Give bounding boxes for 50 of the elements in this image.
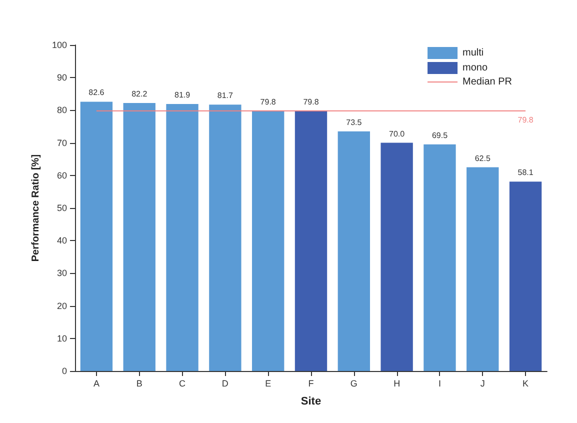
data-label: 82.6 [88, 88, 105, 98]
bar [123, 103, 156, 371]
data-label: 81.9 [174, 90, 191, 100]
x-tick-label: B [136, 378, 142, 388]
y-tick-label: 90 [56, 72, 67, 83]
data-label: 70.0 [389, 129, 406, 138]
data-label: 79.8 [260, 97, 276, 106]
y-tick-label: 60 [56, 170, 67, 180]
y-tick-label: 20 [56, 300, 67, 311]
data-label: 58.1 [518, 168, 534, 178]
y-tick-label: 0 [62, 366, 67, 376]
legend-label: Median PR [462, 76, 512, 88]
x-tick-label: E [265, 378, 272, 388]
bar [424, 144, 456, 371]
data-label: 62.5 [474, 154, 491, 163]
bar [294, 110, 328, 371]
bar [380, 142, 413, 371]
bar [338, 131, 370, 371]
bar [209, 104, 242, 371]
x-axis-title: Site [300, 396, 322, 408]
bar [166, 104, 198, 371]
y-tick-label: 80 [56, 105, 67, 116]
y-tick-label: 10 [56, 333, 67, 344]
x-tick-label: A [93, 378, 100, 388]
data-label: 82.2 [132, 90, 148, 99]
x-tick-label: K [522, 378, 529, 388]
bar [80, 102, 113, 371]
y-tick-label: 30 [56, 268, 67, 278]
data-label: 73.5 [346, 118, 362, 127]
y-tick-label: 70 [56, 138, 67, 148]
y-tick-label: 50 [56, 203, 67, 213]
legend-label: mono [462, 62, 488, 74]
y-axis-title: Performance Ratio [%] [30, 154, 42, 262]
legend-label: multi [462, 48, 484, 58]
y-tick-label: 40 [56, 236, 67, 246]
x-tick-label: D [222, 378, 229, 388]
data-label: 81.7 [217, 91, 234, 100]
data-label: 79.8 [303, 97, 320, 106]
x-tick-label: C [179, 378, 186, 388]
y-tick-label: 100 [52, 40, 67, 50]
x-tick-label: G [350, 378, 358, 388]
x-tick-label: I [438, 378, 441, 388]
data-label: 79.8 [518, 115, 534, 124]
x-tick-label: J [480, 378, 485, 388]
bar [252, 110, 284, 371]
bar [509, 182, 542, 371]
data-label: 69.5 [432, 130, 448, 140]
x-tick-label: F [308, 378, 314, 388]
bar [466, 167, 499, 371]
x-tick-label: H [394, 378, 400, 388]
